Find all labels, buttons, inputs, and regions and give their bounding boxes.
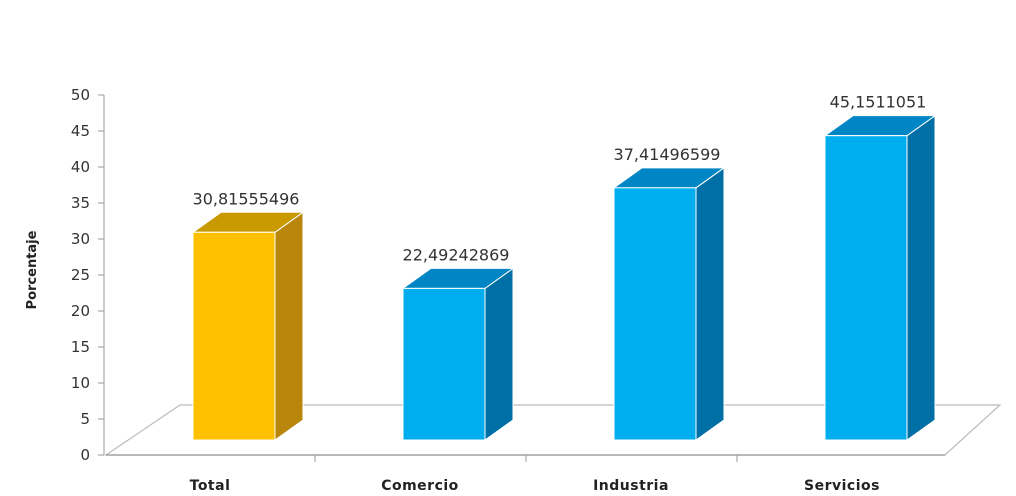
bar-industria [612,166,726,441]
data-label: 45,1511051 [830,93,927,112]
bar-front [613,187,697,441]
bar-total [191,211,305,441]
x-axis-labels: Total Comercio Industria Servicios [190,478,880,494]
y-tick-label: 10 [71,374,90,392]
bar-front [192,231,276,441]
data-label: 30,81555496 [193,189,300,208]
bar-side [695,166,725,441]
bar-comercio [401,267,515,441]
data-label: 37,41496599 [614,145,721,164]
x-tick-label: Servicios [804,478,880,494]
y-tick-label: 45 [71,122,90,140]
y-tick-label: 40 [71,158,90,176]
y-tick-label: 15 [71,338,90,356]
bar-side [906,114,936,441]
bar-side [274,211,304,441]
y-tick-label: 5 [80,410,90,428]
bar-front [402,287,486,441]
y-axis-title: Porcentaje [25,230,40,309]
y-tick-label: 30 [71,230,90,248]
y-tick-label: 35 [71,194,90,212]
x-tick-label: Industria [593,478,669,494]
x-tick-label: Total [190,478,231,494]
data-label: 22,49242869 [403,245,510,264]
bar-side [484,267,514,441]
x-tick-label: Comercio [381,478,459,494]
y-tick-label: 50 [71,86,90,104]
y-tick-label: 20 [71,302,90,320]
bars: 30,81555496 22,49242869 37,41496599 45,1511… [191,93,937,441]
y-axis: 0 5 10 15 20 25 30 35 40 45 50 [71,86,105,464]
bar-servicios [823,114,937,441]
y-tick-label: 0 [80,446,90,464]
chart-floor [104,404,1002,462]
y-tick-label: 25 [71,266,90,284]
bar-front [824,135,908,441]
